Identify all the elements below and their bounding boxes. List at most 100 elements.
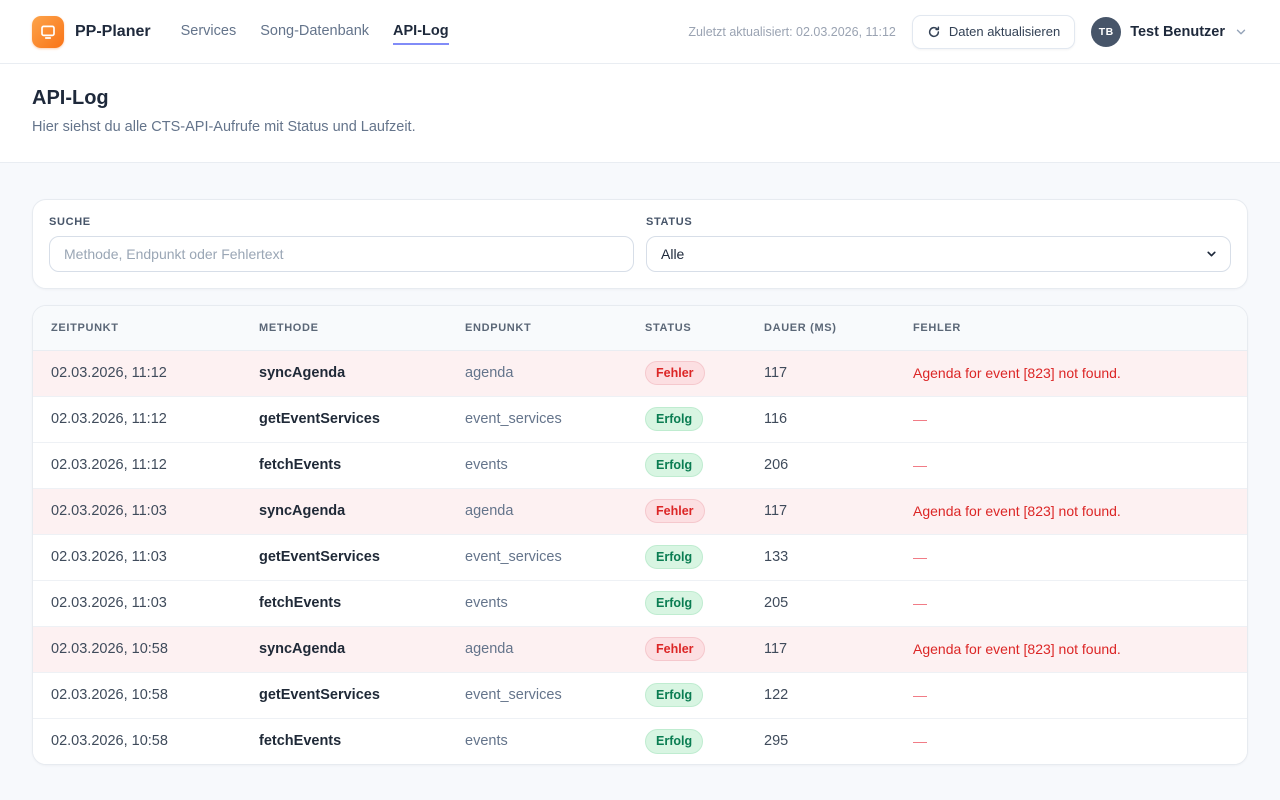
nav-item-api-log[interactable]: API-Log (393, 18, 449, 45)
user-name: Test Benutzer (1130, 23, 1225, 40)
table-row: 02.03.2026, 11:03 syncAgenda agenda Fehler 1… (33, 488, 1247, 535)
cell-status: Erfolg (627, 442, 746, 489)
main-nav: Services Song-Datenbank API-Log (181, 18, 449, 45)
search-input[interactable] (49, 236, 634, 272)
cell-status: Fehler (627, 488, 746, 535)
main-content: SUCHE STATUS Alle (0, 163, 1280, 765)
table-row: 02.03.2026, 10:58 getEventServices event_s… (33, 672, 1247, 719)
cell-methode: syncAgenda (241, 350, 447, 397)
cell-zeitpunkt: 02.03.2026, 11:03 (33, 534, 241, 581)
cell-endpunkt: agenda (447, 350, 627, 397)
status-badge: Erfolg (645, 590, 704, 616)
search-label: SUCHE (49, 216, 91, 228)
table-row: 02.03.2026, 11:12 syncAgenda agenda Fehler 1… (33, 350, 1247, 397)
user-menu[interactable]: TB Test Benutzer (1091, 16, 1248, 47)
cell-methode: fetchEvents (241, 442, 447, 489)
status-badge: Fehler (645, 360, 705, 386)
table-row: 02.03.2026, 10:58 syncAgenda agenda Fehler 1… (33, 626, 1247, 673)
refresh-button-label: Daten aktualisieren (948, 24, 1061, 39)
status-badge: Fehler (645, 636, 705, 662)
table-row: 02.03.2026, 11:03 fetchEvents events Erfolg… (33, 580, 1247, 627)
refresh-icon (927, 25, 941, 39)
last-updated-text: Zuletzt aktualisiert: 02.03.2026, 11:12 (688, 24, 896, 39)
cell-zeitpunkt: 02.03.2026, 10:58 (33, 672, 241, 719)
api-log-table: ZEITPUNKT METHODE ENDPUNKT STATUS DAUER … (33, 306, 1247, 764)
cell-fehler: Agenda for event [823] not found. (895, 350, 1247, 397)
cell-zeitpunkt: 02.03.2026, 10:58 (33, 626, 241, 673)
cell-methode: getEventServices (241, 534, 447, 581)
cell-status: Erfolg (627, 396, 746, 443)
cell-endpunkt: events (447, 442, 627, 489)
cell-dauer: 117 (746, 488, 895, 535)
status-badge: Erfolg (645, 728, 704, 754)
table-head: ZEITPUNKT METHODE ENDPUNKT STATUS DAUER … (33, 306, 1247, 351)
cell-dauer: 295 (746, 718, 895, 764)
cell-dauer: 116 (746, 396, 895, 443)
cell-zeitpunkt: 02.03.2026, 11:03 (33, 488, 241, 535)
status-field-group: STATUS Alle (646, 216, 1231, 272)
cell-endpunkt: events (447, 718, 627, 764)
page-subtitle: Hier siehst du alle CTS-API-Aufrufe mit … (32, 119, 416, 135)
cell-dauer: 117 (746, 626, 895, 673)
nav-item-song-datenbank[interactable]: Song-Datenbank (260, 23, 370, 39)
cell-zeitpunkt: 02.03.2026, 11:03 (33, 580, 241, 627)
cell-endpunkt: events (447, 580, 627, 627)
cell-status: Erfolg (627, 534, 746, 581)
top-bar: PP-Planer Services Song-Datenbank API-Lo… (0, 0, 1280, 64)
col-endpunkt: ENDPUNKT (447, 306, 627, 351)
cell-endpunkt: event_services (447, 534, 627, 581)
cell-methode: syncAgenda (241, 626, 447, 673)
cell-fehler: — (895, 718, 1247, 764)
status-badge: Erfolg (645, 452, 704, 478)
cell-fehler: — (895, 442, 1247, 489)
table-row: 02.03.2026, 11:12 fetchEvents events Erfolg… (33, 442, 1247, 489)
cell-status: Fehler (627, 626, 746, 673)
status-select[interactable]: Alle (646, 236, 1231, 272)
cell-status: Erfolg (627, 672, 746, 719)
cell-status: Erfolg (627, 580, 746, 627)
table-row: 02.03.2026, 11:03 getEventServices event_s… (33, 534, 1247, 581)
search-field-group: SUCHE (49, 216, 634, 272)
cell-dauer: 117 (746, 350, 895, 397)
cell-status: Fehler (627, 350, 746, 397)
refresh-data-button[interactable]: Daten aktualisieren (911, 14, 1076, 49)
cell-status: Erfolg (627, 718, 746, 764)
cell-fehler: — (895, 580, 1247, 627)
table-row: 02.03.2026, 11:12 getEventServices event_s… (33, 396, 1247, 443)
chevron-down-icon (1234, 25, 1248, 39)
status-select-wrap: Alle (646, 236, 1231, 272)
col-fehler: FEHLER (895, 306, 1247, 351)
cell-fehler: Agenda for event [823] not found. (895, 626, 1247, 673)
cell-fehler: Agenda for event [823] not found. (895, 488, 1247, 535)
app-logo (32, 15, 64, 48)
cell-methode: fetchEvents (241, 580, 447, 627)
table-row: 02.03.2026, 10:58 fetchEvents events Erfolg… (33, 718, 1247, 764)
status-badge: Erfolg (645, 682, 704, 708)
status-badge: Erfolg (645, 544, 704, 570)
cell-fehler: — (895, 534, 1247, 581)
avatar: TB (1091, 16, 1122, 47)
cell-endpunkt: event_services (447, 672, 627, 719)
nav-item-services[interactable]: Services (180, 23, 237, 39)
log-table-body: 02.03.2026, 11:12 syncAgenda agenda Fehler 1… (33, 350, 1247, 764)
cell-methode: fetchEvents (241, 718, 447, 764)
cell-zeitpunkt: 02.03.2026, 11:12 (33, 350, 241, 397)
cell-methode: syncAgenda (241, 488, 447, 535)
col-zeitpunkt: ZEITPUNKT (33, 306, 241, 351)
col-status: STATUS (627, 306, 746, 351)
col-dauer: DAUER (MS) (746, 306, 895, 351)
cell-zeitpunkt: 02.03.2026, 11:12 (33, 442, 241, 489)
status-badge: Fehler (645, 498, 705, 524)
cell-dauer: 206 (746, 442, 895, 489)
cell-fehler: — (895, 396, 1247, 443)
filter-card: SUCHE STATUS Alle (32, 199, 1248, 289)
cell-zeitpunkt: 02.03.2026, 11:12 (33, 396, 241, 443)
api-log-table-card: ZEITPUNKT METHODE ENDPUNKT STATUS DAUER … (32, 305, 1248, 765)
cell-endpunkt: agenda (447, 488, 627, 535)
cell-dauer: 133 (746, 534, 895, 581)
cell-zeitpunkt: 02.03.2026, 10:58 (33, 718, 241, 764)
cell-dauer: 205 (746, 580, 895, 627)
cell-endpunkt: agenda (447, 626, 627, 673)
page-header: API-Log Hier siehst du alle CTS-API-Aufr… (0, 64, 1280, 163)
cell-endpunkt: event_services (447, 396, 627, 443)
